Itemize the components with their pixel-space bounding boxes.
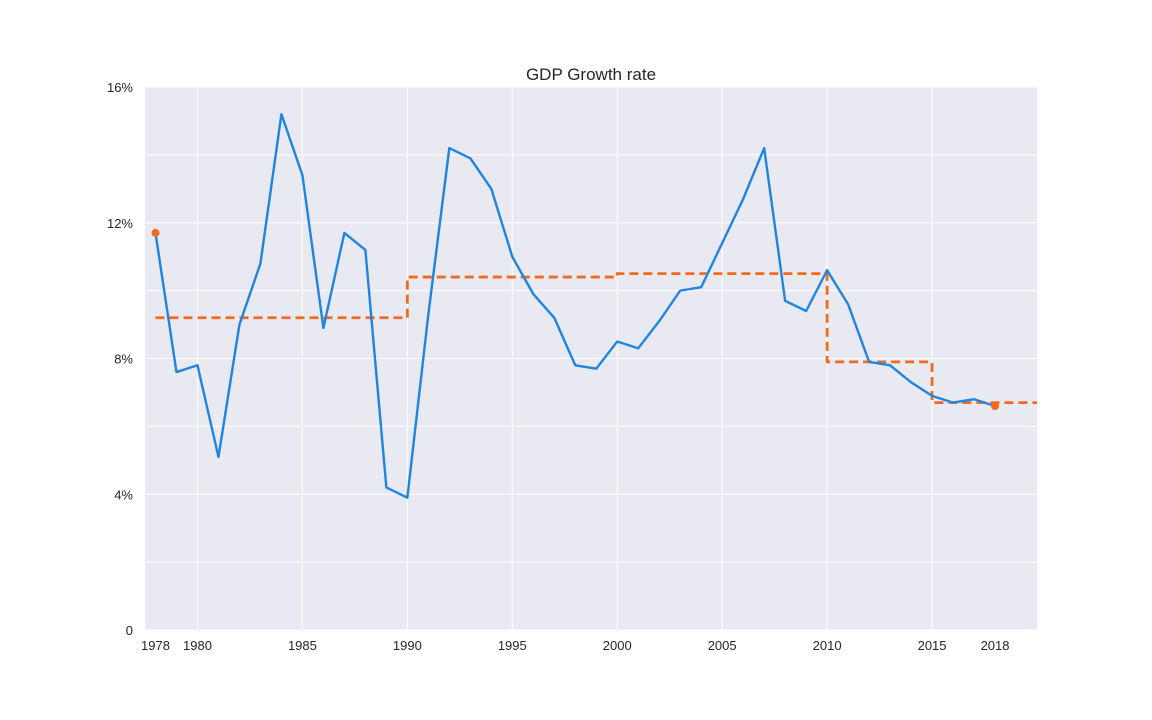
- y-tick-label: 12%: [107, 216, 133, 231]
- x-tick-label: 2015: [918, 638, 947, 653]
- y-tick-label: 0: [126, 623, 133, 638]
- highlight-point: [151, 228, 160, 237]
- tick-labels: 0 4% 8% 12% 16% 1978 1980 1985 1990 1995 2000 2005 2…: [107, 80, 1010, 653]
- grid: [145, 86, 1037, 631]
- x-tick-label: 2005: [708, 638, 737, 653]
- x-tick-label: 2000: [603, 638, 632, 653]
- gdp-growth-line: [154, 112, 996, 499]
- x-tick-label: 2018: [981, 638, 1010, 653]
- average-step-line: [155, 272, 1037, 405]
- x-tick-label: 2010: [813, 638, 842, 653]
- y-tick-label: 4%: [114, 487, 133, 502]
- series-layer: [151, 112, 1037, 499]
- x-tick-label: 1995: [498, 638, 527, 653]
- x-tick-label: 1980: [183, 638, 212, 653]
- chart-title: GDP Growth rate: [526, 65, 656, 84]
- x-tick-label: 1985: [288, 638, 317, 653]
- highlight-point: [991, 402, 1000, 411]
- x-tick-label: 1978: [141, 638, 170, 653]
- y-tick-label: 16%: [107, 80, 133, 95]
- x-tick-label: 1990: [393, 638, 422, 653]
- y-tick-label: 8%: [114, 352, 133, 367]
